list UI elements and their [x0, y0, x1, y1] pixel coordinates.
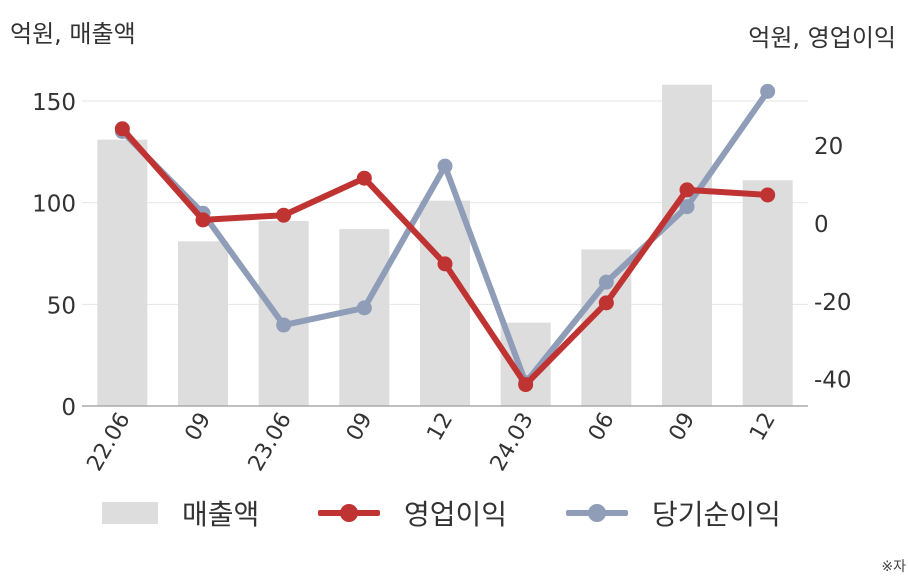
footnote: ※자: [881, 559, 906, 575]
legend-marker-operating-profit: [340, 504, 358, 522]
point-net-income: [356, 300, 372, 316]
point-operating-profit: [114, 121, 130, 137]
x-axis-tick-label: 12: [423, 409, 459, 446]
bar-revenue: [97, 139, 148, 406]
x-axis-tick-label: 09: [342, 409, 378, 446]
legend-item-operating-profit: 영업이익: [318, 488, 507, 538]
x-axis-tick-label: 23.06: [244, 409, 297, 476]
right-axis-tick-label: -20: [814, 290, 852, 316]
point-net-income: [679, 199, 695, 215]
legend-label-net-income: 당기순이익: [652, 498, 781, 531]
point-net-income: [276, 317, 292, 333]
legend-label-operating-profit: 영업이익: [404, 498, 508, 531]
point-net-income: [437, 158, 453, 174]
x-axis-tick-label: 22.06: [82, 409, 135, 476]
legend-item-revenue: 매출액: [102, 488, 259, 538]
x-axis-tick-label: 06: [584, 409, 620, 446]
legend-marker-net-income: [588, 504, 606, 522]
bar-revenue: [742, 180, 793, 406]
right-axis-tick-label: 0: [814, 212, 829, 238]
legend-item-net-income: 당기순이익: [566, 488, 781, 538]
legend: 매출액 영업이익 당기순이익: [0, 488, 908, 538]
x-axis-tick-label: 09: [665, 409, 701, 446]
point-operating-profit: [356, 170, 372, 186]
point-operating-profit: [195, 212, 211, 228]
bar-revenue: [258, 220, 309, 406]
point-operating-profit: [437, 256, 453, 272]
point-operating-profit: [518, 377, 534, 393]
x-axis-tick-label: 09: [181, 409, 217, 446]
legend-swatch-net-income: [566, 504, 628, 522]
left-axis-tick-label: 0: [61, 395, 76, 421]
left-axis-tick-label: 150: [32, 90, 76, 116]
bar-revenue: [339, 229, 390, 406]
legend-swatch-operating-profit: [318, 504, 380, 522]
left-axis-tick-label: 100: [32, 192, 76, 218]
bar-revenue: [662, 84, 712, 406]
bar-revenue: [420, 200, 470, 406]
point-operating-profit: [679, 182, 695, 198]
legend-label-revenue: 매출액: [182, 498, 260, 531]
point-operating-profit: [276, 207, 292, 223]
x-axis-tick-label: 24.03: [486, 409, 539, 476]
point-net-income: [760, 83, 776, 99]
x-axis-tick-label: 12: [745, 409, 781, 446]
right-axis-tick-label: -40: [814, 368, 852, 394]
right-axis-tick-label: 20: [814, 134, 843, 160]
bar-revenue: [178, 241, 228, 406]
point-net-income: [598, 274, 614, 290]
right-axis-unit-label: 억원, 영업이익: [748, 24, 896, 52]
legend-swatch-revenue: [102, 502, 158, 524]
left-axis-tick-label: 50: [47, 293, 76, 319]
point-operating-profit: [598, 295, 614, 311]
point-operating-profit: [760, 187, 776, 203]
left-axis-unit-label: 억원, 매출액: [10, 20, 136, 48]
bar-revenue: [581, 249, 632, 406]
